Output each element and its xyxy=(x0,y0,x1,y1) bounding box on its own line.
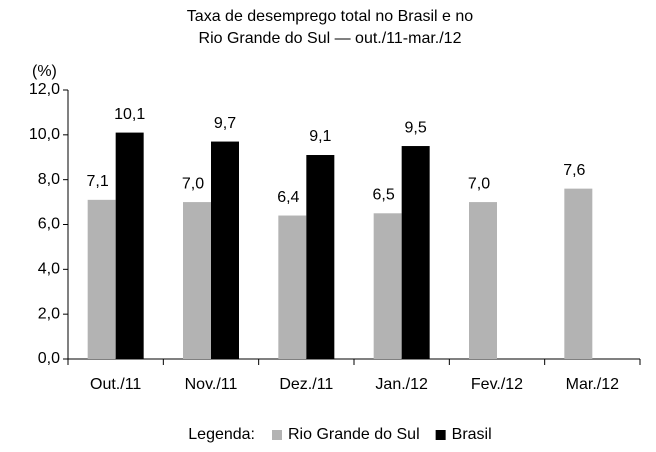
legend-swatch xyxy=(272,430,282,440)
y-tick-label: 4,0 xyxy=(38,261,60,278)
bar xyxy=(401,146,430,359)
y-tick-label: 0,0 xyxy=(38,350,60,367)
chart-title: Taxa de desemprego total no Brasil e no xyxy=(187,8,474,25)
data-label: 7,0 xyxy=(468,175,490,192)
x-tick-label: Nov./11 xyxy=(185,376,238,393)
y-axis-label: (%) xyxy=(32,63,57,80)
x-tick-label: Dez./11 xyxy=(279,376,333,393)
x-tick-label: Out./11 xyxy=(90,376,141,393)
data-label: 6,4 xyxy=(277,189,299,206)
bar xyxy=(373,213,402,359)
bar xyxy=(115,132,144,359)
data-label: 7,6 xyxy=(563,162,585,179)
bar xyxy=(211,141,239,359)
legend-label: Rio Grande do Sul xyxy=(288,426,420,443)
data-label: 7,0 xyxy=(182,175,204,192)
x-tick-label: Mar./12 xyxy=(566,376,619,393)
y-tick-label: 2,0 xyxy=(38,305,60,322)
y-tick-label: 12,0 xyxy=(29,81,60,98)
x-tick-label: Jan./12 xyxy=(375,376,428,393)
legend-label: Brasil xyxy=(452,426,492,443)
bar xyxy=(278,215,307,359)
y-tick-label: 6,0 xyxy=(38,216,60,233)
bar xyxy=(306,155,335,359)
data-label: 9,5 xyxy=(405,119,427,136)
data-label: 9,7 xyxy=(214,115,236,132)
legend-title: Legenda: xyxy=(188,426,255,443)
data-label: 7,1 xyxy=(87,173,109,190)
bar xyxy=(469,202,497,359)
y-tick-label: 10,0 xyxy=(29,126,60,143)
x-tick-label: Fev./12 xyxy=(471,376,523,393)
y-tick-label: 8,0 xyxy=(38,171,60,188)
bar xyxy=(183,202,211,359)
bar xyxy=(564,188,593,359)
legend-swatch xyxy=(435,430,446,440)
data-label: 6,5 xyxy=(373,187,395,204)
data-label: 9,1 xyxy=(309,128,331,145)
chart-title: Rio Grande do Sul — out./11-mar./12 xyxy=(199,30,462,47)
data-label: 10,1 xyxy=(114,106,145,123)
bar xyxy=(87,199,116,359)
